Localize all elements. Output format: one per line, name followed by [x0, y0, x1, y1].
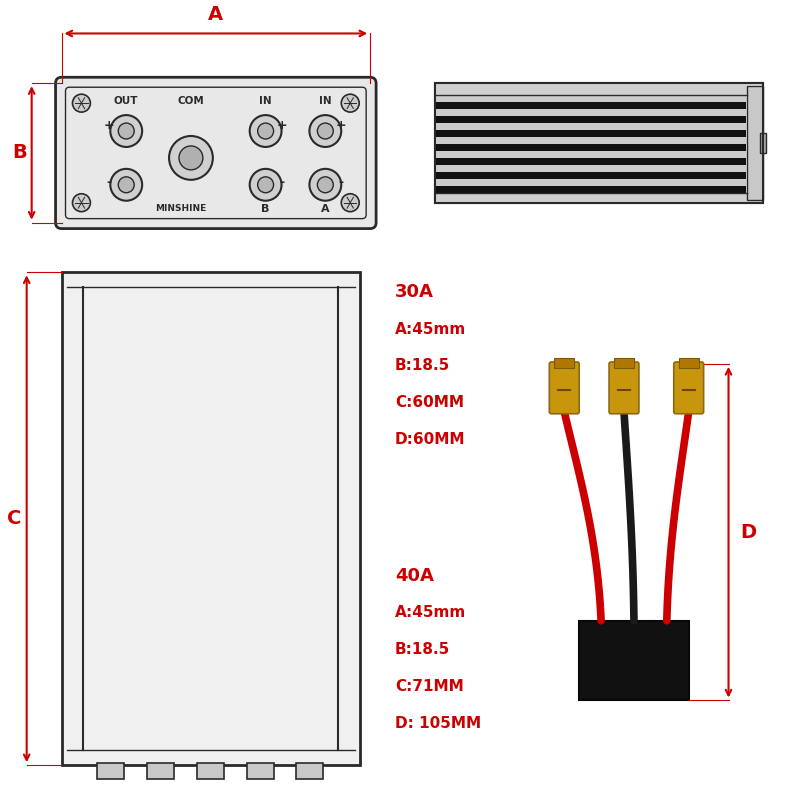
- Circle shape: [118, 177, 134, 193]
- FancyBboxPatch shape: [550, 362, 579, 414]
- Bar: [436, 130, 746, 137]
- Circle shape: [179, 146, 203, 170]
- Text: IN: IN: [319, 96, 332, 106]
- Text: +: +: [276, 118, 287, 131]
- Bar: [436, 151, 746, 158]
- Circle shape: [342, 194, 359, 212]
- Bar: [436, 116, 746, 123]
- Bar: [436, 109, 746, 116]
- FancyBboxPatch shape: [609, 362, 639, 414]
- Text: B: B: [262, 204, 270, 214]
- Circle shape: [169, 136, 213, 180]
- Bar: [435, 193, 747, 202]
- Text: B: B: [12, 143, 27, 162]
- Text: MINSHINE: MINSHINE: [155, 204, 206, 213]
- Text: OUT: OUT: [114, 96, 138, 106]
- Bar: [435, 83, 747, 95]
- Bar: [436, 158, 746, 165]
- Text: A: A: [321, 204, 330, 214]
- Text: B:18.5: B:18.5: [395, 642, 450, 657]
- FancyBboxPatch shape: [674, 362, 704, 414]
- Bar: [436, 102, 746, 109]
- Text: IN: IN: [259, 96, 272, 106]
- Circle shape: [258, 123, 274, 139]
- Circle shape: [342, 94, 359, 112]
- Text: C:60MM: C:60MM: [395, 395, 464, 410]
- Text: C: C: [6, 510, 21, 528]
- Circle shape: [250, 169, 282, 201]
- Bar: [436, 137, 746, 144]
- Text: 40A: 40A: [395, 567, 434, 585]
- Circle shape: [73, 194, 90, 212]
- Circle shape: [110, 169, 142, 201]
- Bar: [436, 179, 746, 186]
- Bar: [147, 763, 174, 779]
- Bar: [747, 86, 763, 200]
- Text: C:71MM: C:71MM: [395, 679, 464, 694]
- Text: D: D: [741, 522, 757, 542]
- Text: A:45mm: A:45mm: [395, 606, 466, 620]
- Bar: [436, 186, 746, 193]
- Bar: [436, 172, 746, 179]
- Text: B:18.5: B:18.5: [395, 358, 450, 374]
- Bar: [297, 763, 323, 779]
- Bar: [62, 272, 360, 765]
- Circle shape: [318, 123, 334, 139]
- Text: COM: COM: [178, 96, 204, 106]
- Bar: [246, 763, 274, 779]
- Bar: [579, 621, 689, 701]
- Circle shape: [318, 177, 334, 193]
- Bar: [436, 123, 746, 130]
- Text: A: A: [208, 5, 223, 23]
- Text: A:45mm: A:45mm: [395, 322, 466, 337]
- Bar: [614, 358, 634, 368]
- Bar: [98, 763, 124, 779]
- Text: +: +: [336, 118, 346, 131]
- Circle shape: [118, 123, 134, 139]
- Circle shape: [258, 177, 274, 193]
- Bar: [435, 83, 763, 202]
- Bar: [436, 165, 746, 172]
- Bar: [197, 763, 224, 779]
- Bar: [436, 95, 746, 102]
- Bar: [554, 358, 574, 368]
- Text: +: +: [104, 118, 114, 131]
- Text: D:60MM: D:60MM: [395, 432, 466, 447]
- Text: 30A: 30A: [395, 283, 434, 302]
- Text: -: -: [338, 176, 344, 190]
- Bar: [435, 83, 763, 202]
- Circle shape: [73, 94, 90, 112]
- FancyBboxPatch shape: [55, 78, 376, 229]
- Text: D: 105MM: D: 105MM: [395, 716, 481, 731]
- Bar: [436, 144, 746, 151]
- Circle shape: [250, 115, 282, 147]
- Circle shape: [110, 115, 142, 147]
- Circle shape: [310, 169, 342, 201]
- Text: -: -: [279, 176, 284, 190]
- Circle shape: [310, 115, 342, 147]
- Bar: [678, 358, 698, 368]
- Text: -: -: [106, 176, 112, 190]
- Bar: [760, 133, 766, 153]
